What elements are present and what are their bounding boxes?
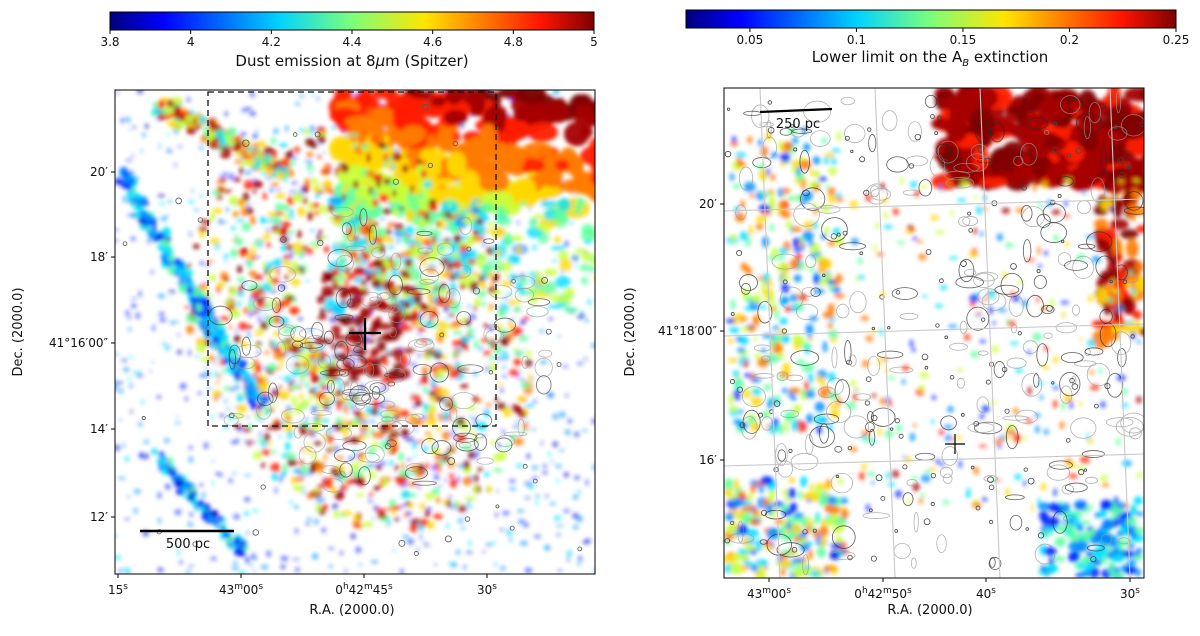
- y-tick-label: 14′: [90, 422, 108, 436]
- right-colorbar: [686, 10, 1176, 28]
- right-panel: 0.05 0.1 0.15 0.2 0.25 Lower limit on the AB…: [623, 10, 1189, 618]
- colorbar-tick-label: 0.25: [1163, 33, 1190, 47]
- left-xlabel: R.A. (2000.0): [309, 603, 394, 618]
- y-tick-label: 20′: [699, 197, 717, 211]
- right-scale-bar-label: 250 pc: [776, 117, 820, 132]
- x-tick-label: 40s: [976, 586, 996, 601]
- colorbar-tick-label: 4.6: [423, 35, 442, 49]
- x-tick-label: 0h42m45s: [335, 582, 393, 597]
- colorbar-tick-label: 4: [187, 35, 195, 49]
- y-tick-label: 41°16′00″: [49, 336, 109, 350]
- y-tick-label: 18′: [90, 250, 108, 264]
- right-colorbar-label: Lower limit on the AB extinction: [812, 48, 1049, 69]
- left-panel: 3.8 4 4.2 4.4 4.6 4.8 5 Dust emission at 8μm (…: [11, 12, 611, 618]
- y-tick-label: 20′: [90, 165, 108, 179]
- x-tick-label: 43m00s: [747, 586, 791, 601]
- right-xlabel: R.A. (2000.0): [887, 603, 972, 618]
- right-ylabel: Dec. (2000.0): [623, 287, 638, 376]
- colorbar-tick-label: 4.8: [504, 35, 523, 49]
- colorbar-tick-label: 4.2: [262, 35, 281, 49]
- left-ylabel: Dec. (2000.0): [11, 287, 26, 376]
- y-tick-label: 16′: [699, 453, 717, 467]
- left-colorbar: [110, 12, 594, 30]
- right-map: [722, 82, 1165, 581]
- colorbar-tick-label: 0.1: [847, 33, 866, 47]
- x-tick-label: 0h42m50s: [854, 586, 912, 601]
- x-tick-label: 43m00s: [219, 582, 263, 597]
- x-tick-label: 15s: [108, 582, 128, 597]
- y-tick-label: 41°18′00″: [658, 324, 718, 338]
- right-colorbar-ticks: 0.05 0.1 0.15 0.2 0.25: [737, 28, 1190, 47]
- x-tick-label: 30s: [477, 582, 497, 597]
- colorbar-tick-label: 3.8: [100, 35, 119, 49]
- colorbar-tick-label: 0.2: [1060, 33, 1079, 47]
- colorbar-tick-label: 0.05: [737, 33, 764, 47]
- left-map: [112, 82, 610, 577]
- colorbar-tick-label: 5: [590, 35, 598, 49]
- x-tick-label: 30s: [1120, 586, 1140, 601]
- colorbar-tick-label: 4.4: [342, 35, 361, 49]
- y-tick-label: 12′: [90, 510, 108, 524]
- left-scale-bar-label: 500 pc: [166, 537, 210, 552]
- left-colorbar-label: Dust emission at 8μm (Spitzer): [235, 52, 468, 70]
- left-colorbar-ticks: 3.8 4 4.2 4.4 4.6 4.8 5: [100, 30, 597, 49]
- colorbar-tick-label: 0.15: [950, 33, 977, 47]
